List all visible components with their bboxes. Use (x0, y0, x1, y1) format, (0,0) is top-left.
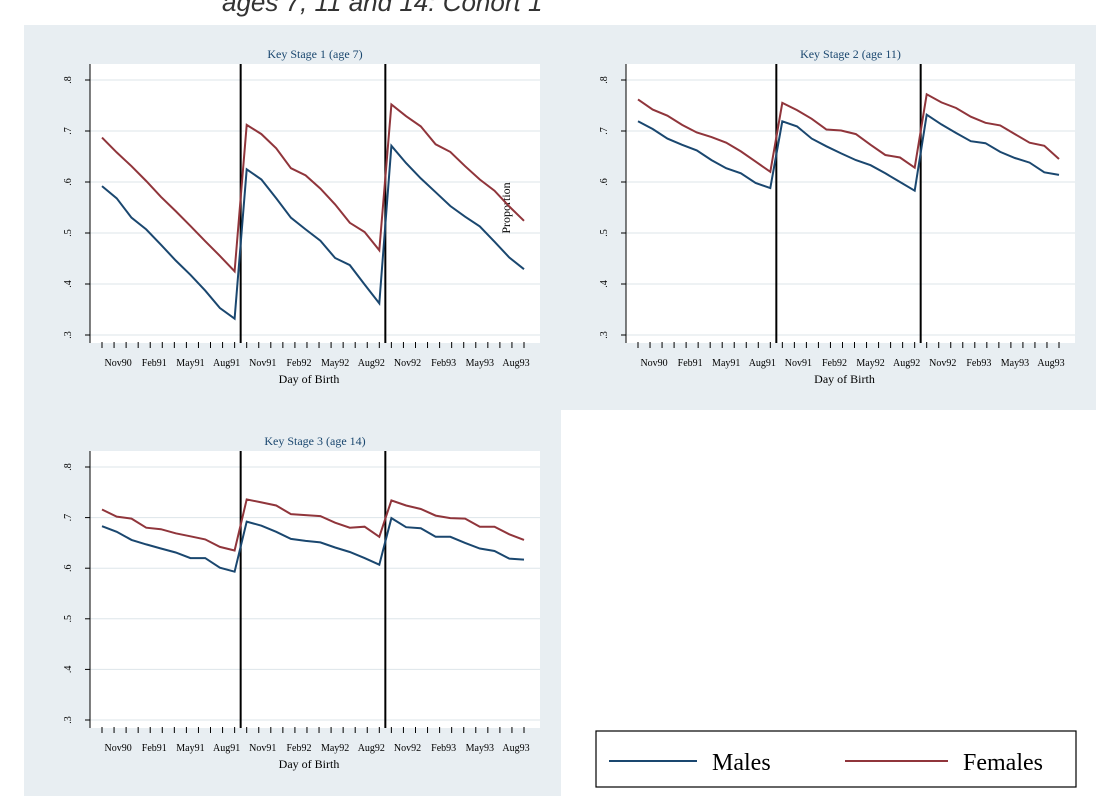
x-tick-label: Nov92 (394, 743, 421, 754)
chart-panel-2: .3 .4 .5 .6 .7 .8 Nov90 Feb91 May91 Aug91 Nov91 Feb… (561, 25, 1096, 410)
y-tick-label: .6 (63, 178, 74, 186)
x-tick-label: Aug93 (502, 743, 529, 754)
x-tick-label: Nov90 (640, 358, 667, 369)
x-tick-label: Feb92 (286, 358, 311, 369)
x-tick-label: May92 (321, 358, 349, 369)
y-tick-label: .5 (63, 229, 74, 237)
x-tick-label: Aug93 (1037, 358, 1064, 369)
series-line-males (637, 113, 1060, 193)
y-tick-label: .7 (63, 127, 74, 135)
series-line-females (101, 102, 525, 274)
x-tick-label: Feb93 (431, 358, 456, 369)
x-tick-label: Nov91 (785, 358, 812, 369)
series-line-females (637, 92, 1060, 174)
x-tick-label: Feb91 (678, 358, 703, 369)
chart-panel-1: .3 .4 .5 .6 .7 .8 Nov90 Feb91 May91 Aug91 Nov91 Feb… (24, 25, 561, 410)
x-tick-label: Feb93 (966, 358, 991, 369)
plot-area (90, 64, 540, 343)
plot-area (90, 451, 540, 728)
y-tick-label: .8 (63, 76, 74, 84)
x-tick-label: May92 (321, 743, 349, 754)
y-tick-label: .8 (599, 76, 610, 84)
panel-title: Key Stage 3 (age 14) (264, 434, 365, 448)
legend-box (595, 730, 1077, 788)
x-tick-label: May92 (856, 358, 884, 369)
chart-panel-3: .3 .4 .5 .6 .7 .8 Nov90 Feb91 May91 Aug91 Nov91 Feb… (24, 410, 561, 796)
legend-label-males: Males (712, 750, 771, 776)
x-tick-label: Feb92 (822, 358, 847, 369)
x-tick-label: May91 (176, 743, 204, 754)
y-tick-label: .4 (599, 280, 610, 288)
y-tick-label: .3 (63, 331, 74, 339)
y-tick-label: .7 (63, 514, 74, 522)
x-tick-label: May93 (466, 358, 494, 369)
plot-area (626, 64, 1075, 343)
x-tick-label: May93 (1001, 358, 1029, 369)
x-axis-label: Day of Birth (814, 372, 875, 386)
panel-title: Key Stage 1 (age 7) (267, 47, 362, 61)
x-axis-label: Day of Birth (279, 372, 340, 386)
x-tick-label: Aug92 (893, 358, 920, 369)
y-tick-label: .5 (63, 615, 74, 623)
x-tick-label: Feb91 (142, 743, 167, 754)
y-tick-label: .4 (63, 280, 74, 288)
x-tick-label: Nov90 (104, 743, 131, 754)
y-tick-label: .3 (63, 716, 74, 724)
x-tick-label: Nov91 (249, 743, 276, 754)
figure-title: ages 7, 11 and 14: Cohort 1 (222, 0, 543, 17)
x-tick-label: Feb93 (431, 743, 456, 754)
y-tick-label: .6 (599, 178, 610, 186)
x-tick-label: Aug91 (213, 743, 240, 754)
x-tick-label: Feb92 (286, 743, 311, 754)
series-line-males (101, 143, 525, 321)
x-tick-label: May91 (712, 358, 740, 369)
x-tick-label: Aug92 (358, 743, 385, 754)
x-tick-label: Feb91 (142, 358, 167, 369)
x-tick-label: Aug92 (358, 358, 385, 369)
panel-title: Key Stage 2 (age 11) (800, 47, 901, 61)
x-tick-label: May91 (176, 358, 204, 369)
y-tick-label: .4 (63, 666, 74, 674)
y-tick-label: .3 (599, 331, 610, 339)
x-tick-label: Nov91 (249, 358, 276, 369)
x-tick-label: Nov92 (394, 358, 421, 369)
x-tick-label: Aug93 (502, 358, 529, 369)
y-tick-label: .7 (599, 127, 610, 135)
y-tick-label: .8 (63, 463, 74, 471)
x-tick-label: Aug91 (749, 358, 776, 369)
x-tick-label: Nov92 (929, 358, 956, 369)
x-tick-label: Aug91 (213, 358, 240, 369)
x-tick-label: Nov90 (104, 358, 131, 369)
y-axis-label: Proportion (499, 182, 513, 233)
legend-label-females: Females (963, 750, 1043, 776)
y-tick-label: .6 (63, 564, 74, 572)
x-axis-label: Day of Birth (279, 757, 340, 771)
legend: Males Females (595, 730, 1077, 788)
x-tick-label: May93 (466, 743, 494, 754)
series-line-females (101, 498, 525, 552)
y-tick-label: .5 (599, 229, 610, 237)
series-line-males (101, 516, 525, 573)
